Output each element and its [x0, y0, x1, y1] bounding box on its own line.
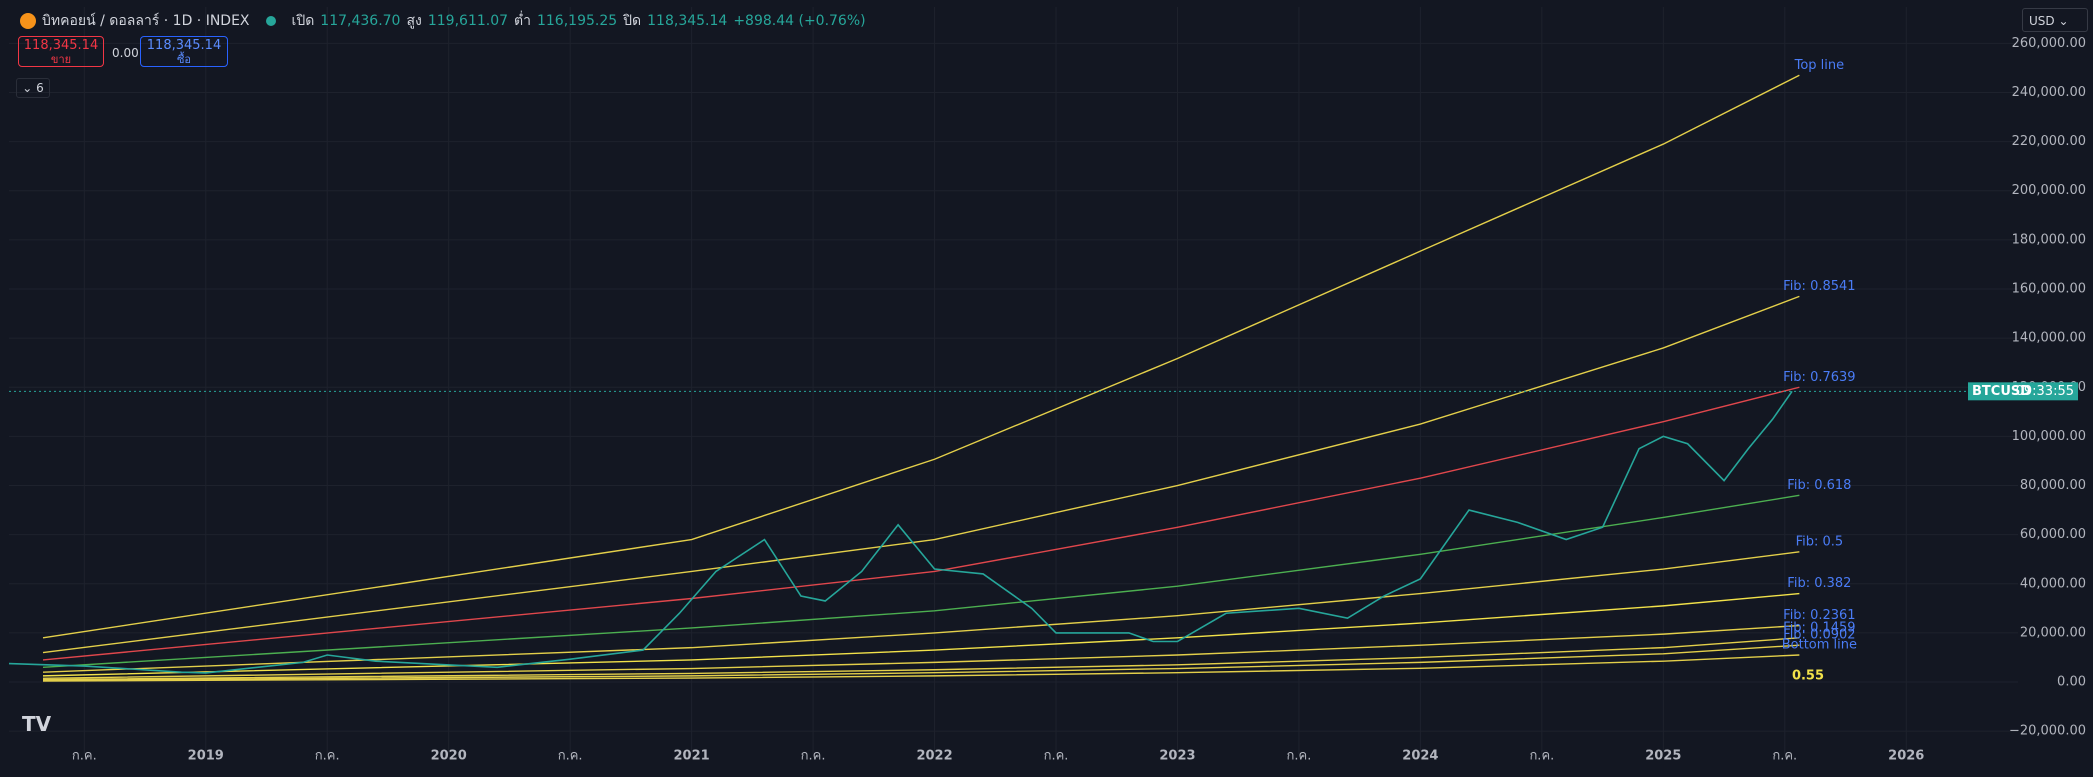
fib-line — [42, 592, 1800, 677]
x-tick-label: ก.ค. — [72, 749, 97, 764]
y-tick-label: 80,000.00 — [2020, 478, 2086, 493]
price-badge-symbol: BTCUSD — [1972, 384, 2031, 399]
x-tick-label: 2026 — [1888, 749, 1924, 764]
x-tick-label: ก.ค. — [801, 749, 826, 764]
price-line — [8, 390, 1793, 674]
ohlc-label: เปิด — [291, 13, 315, 29]
price-badge-time: 09:33:55 — [2016, 384, 2074, 399]
x-tick-label: 2019 — [188, 749, 224, 764]
ohlc-label: ปิด — [623, 13, 642, 29]
line-label: Bottom line — [1782, 638, 1857, 653]
y-tick-label: 140,000.00 — [2012, 331, 2086, 346]
x-tick-label: 2021 — [674, 749, 710, 764]
y-tick-label: 260,000.00 — [2012, 36, 2086, 51]
x-tick-label: 2025 — [1645, 749, 1681, 764]
x-tick-label: 2024 — [1402, 749, 1438, 764]
buy-label: ซื้อ — [176, 53, 192, 66]
sell-button[interactable]: 118,345.14 ขาย — [18, 36, 104, 67]
sell-price: 118,345.14 — [23, 38, 99, 53]
line-label: Top line — [1794, 58, 1845, 73]
y-tick-label: 60,000.00 — [2020, 527, 2086, 542]
line-label: Fib: 0.5 — [1796, 534, 1844, 549]
ohlc-label: สูง — [406, 13, 422, 29]
fib-line — [43, 654, 1800, 682]
x-tick-label: ก.ค. — [1772, 749, 1797, 764]
ohlc-value: 117,436.70 — [320, 13, 401, 29]
line-label: Fib: 0.618 — [1787, 478, 1851, 493]
x-tick-label: ก.ค. — [1287, 749, 1312, 764]
fib-line — [42, 295, 1800, 654]
currency-select[interactable]: USD ⌄ — [2022, 8, 2088, 32]
symbol: บิทคอยน์ / ดอลลาร์ · 1D · INDEX — [42, 13, 250, 29]
ohlc-label: ต่ำ — [514, 13, 531, 29]
y-tick-label: 0.00 — [2057, 675, 2086, 690]
y-tick-label: 180,000.00 — [2012, 232, 2086, 247]
line-label: Fib: 0.1459 — [1783, 620, 1855, 635]
symbol-icon — [20, 13, 36, 29]
y-tick-label: 220,000.00 — [2012, 134, 2086, 149]
y-tick-label: 240,000.00 — [2012, 85, 2086, 100]
line-label: Fib: 0.382 — [1787, 576, 1851, 591]
currency: USD — [2029, 14, 2055, 28]
legend-header: บิทคอยน์ / ดอลลาร์ · 1D · INDEX เปิด 117,… — [20, 10, 866, 32]
indicators-toggle[interactable]: ⌄ 6 — [16, 78, 50, 98]
fib-line — [42, 494, 1800, 668]
fib-line — [42, 551, 1800, 673]
y-tick-label: 200,000.00 — [2012, 183, 2086, 198]
buy-button[interactable]: 118,345.14 ซื้อ — [140, 36, 228, 67]
ohlc-value: 119,611.07 — [427, 13, 509, 29]
price-badge — [1968, 382, 2078, 401]
line-label: Fib: 0.0902 — [1783, 628, 1855, 643]
y-tick-label: −20,000.00 — [2009, 724, 2086, 739]
fib-line — [43, 644, 1800, 682]
line-label: Fib: 0.7639 — [1783, 370, 1855, 385]
x-tick-label: ก.ค. — [1529, 749, 1554, 764]
x-tick-label: ก.ค. — [315, 749, 340, 764]
ohlc-value: 116,195.25 — [536, 13, 618, 29]
ohlc-value: 118,345.14 — [647, 13, 728, 29]
spread: 0.00 — [112, 46, 139, 60]
y-tick-label: 160,000.00 — [2012, 281, 2086, 296]
x-tick-label: ก.ค. — [1044, 749, 1069, 764]
plot-background — [9, 7, 2018, 754]
y-tick-label: 20,000.00 — [2020, 625, 2086, 640]
x-tick-label: 2023 — [1159, 749, 1195, 764]
x-tick-label: 2022 — [916, 749, 952, 764]
fib-line — [43, 637, 1800, 681]
x-tick-label: ก.ค. — [558, 749, 583, 764]
annotation: 0.55 — [1792, 669, 1824, 684]
status-dot — [265, 16, 276, 26]
y-tick-label: 100,000.00 — [2012, 429, 2086, 444]
sell-label: ขาย — [50, 53, 72, 66]
line-label: Fib: 0.8541 — [1783, 279, 1855, 294]
indicators-count: 6 — [36, 81, 44, 95]
change: +898.44 (+0.76%) — [733, 13, 866, 29]
fib-line — [42, 624, 1800, 680]
buy-price: 118,345.14 — [146, 38, 222, 53]
logo: TV — [22, 712, 52, 736]
y-tick-label: 40,000.00 — [2020, 576, 2086, 591]
line-label: Fib: 0.2361 — [1783, 608, 1855, 623]
x-tick-label: 2020 — [431, 749, 467, 764]
fib-line — [42, 74, 1800, 639]
